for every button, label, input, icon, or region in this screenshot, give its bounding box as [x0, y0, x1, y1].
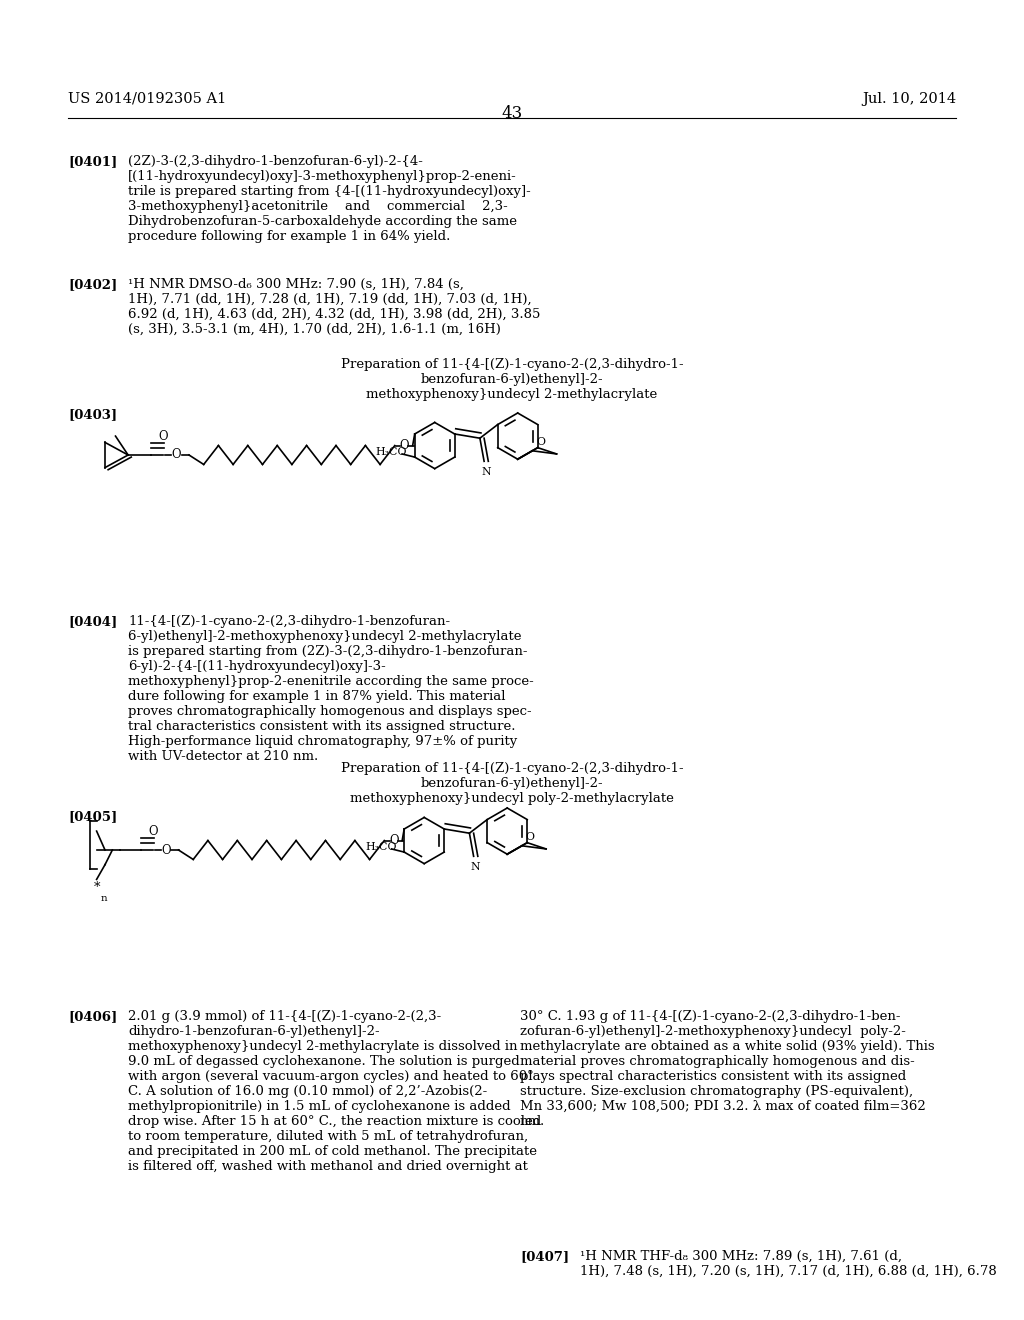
Text: O: O	[161, 843, 171, 857]
Text: benzofuran-6-yl)ethenyl]-2-: benzofuran-6-yl)ethenyl]-2-	[421, 374, 603, 385]
Text: ¹H NMR THF-d₈ 300 MHz: 7.89 (s, 1H), 7.61 (d,
1H), 7.48 (s, 1H), 7.20 (s, 1H), 7: ¹H NMR THF-d₈ 300 MHz: 7.89 (s, 1H), 7.6…	[580, 1250, 996, 1278]
Text: 43: 43	[502, 106, 522, 121]
Text: O: O	[399, 440, 409, 451]
Text: O: O	[389, 834, 398, 847]
Text: (2Z)-3-(2,3-dihydro-1-benzofuran-6-yl)-2-{4-
[(11-hydroxyundecyl)oxy]-3-methoxyp: (2Z)-3-(2,3-dihydro-1-benzofuran-6-yl)-2…	[128, 154, 530, 243]
Text: 30° C. 1.93 g of 11-{4-[(Z)-1-cyano-2-(2,3-dihydro-1-ben-
zofuran-6-yl)ethenyl]-: 30° C. 1.93 g of 11-{4-[(Z)-1-cyano-2-(2…	[520, 1010, 935, 1129]
Text: methoxyphenoxy}undecyl poly-2-methylacrylate: methoxyphenoxy}undecyl poly-2-methylacry…	[350, 792, 674, 805]
Text: O: O	[537, 437, 546, 447]
Text: [0405]: [0405]	[68, 810, 118, 822]
Text: Preparation of 11-{4-[(Z)-1-cyano-2-(2,3-dihydro-1-: Preparation of 11-{4-[(Z)-1-cyano-2-(2,3…	[341, 762, 683, 775]
Text: [0406]: [0406]	[68, 1010, 118, 1023]
Text: [0402]: [0402]	[68, 279, 118, 290]
Text: [0403]: [0403]	[68, 408, 117, 421]
Text: H₃CO: H₃CO	[366, 842, 397, 851]
Text: O: O	[172, 449, 181, 462]
Text: Preparation of 11-{4-[(Z)-1-cyano-2-(2,3-dihydro-1-: Preparation of 11-{4-[(Z)-1-cyano-2-(2,3…	[341, 358, 683, 371]
Text: 2.01 g (3.9 mmol) of 11-{4-[(Z)-1-cyano-2-(2,3-
dihydro-1-benzofuran-6-yl)etheny: 2.01 g (3.9 mmol) of 11-{4-[(Z)-1-cyano-…	[128, 1010, 542, 1173]
Text: [0404]: [0404]	[68, 615, 118, 628]
Text: O: O	[158, 429, 168, 442]
Text: N: N	[481, 467, 492, 477]
Text: ¹H NMR DMSO-d₆ 300 MHz: 7.90 (s, 1H), 7.84 (s,
1H), 7.71 (dd, 1H), 7.28 (d, 1H),: ¹H NMR DMSO-d₆ 300 MHz: 7.90 (s, 1H), 7.…	[128, 279, 541, 337]
Text: O: O	[525, 833, 535, 842]
Text: H₃CO: H₃CO	[376, 447, 408, 457]
Text: *: *	[93, 882, 100, 895]
Text: [0401]: [0401]	[68, 154, 118, 168]
Text: N: N	[471, 862, 480, 871]
Text: [0407]: [0407]	[520, 1250, 569, 1263]
Text: n: n	[100, 894, 108, 903]
Text: Jul. 10, 2014: Jul. 10, 2014	[862, 92, 956, 106]
Text: methoxyphenoxy}undecyl 2-methylacrylate: methoxyphenoxy}undecyl 2-methylacrylate	[367, 388, 657, 401]
Text: US 2014/0192305 A1: US 2014/0192305 A1	[68, 92, 226, 106]
Text: 11-{4-[(Z)-1-cyano-2-(2,3-dihydro-1-benzofuran-
6-yl)ethenyl]-2-methoxyphenoxy}u: 11-{4-[(Z)-1-cyano-2-(2,3-dihydro-1-benz…	[128, 615, 534, 763]
Text: O: O	[148, 825, 158, 838]
Text: benzofuran-6-yl)ethenyl]-2-: benzofuran-6-yl)ethenyl]-2-	[421, 777, 603, 789]
